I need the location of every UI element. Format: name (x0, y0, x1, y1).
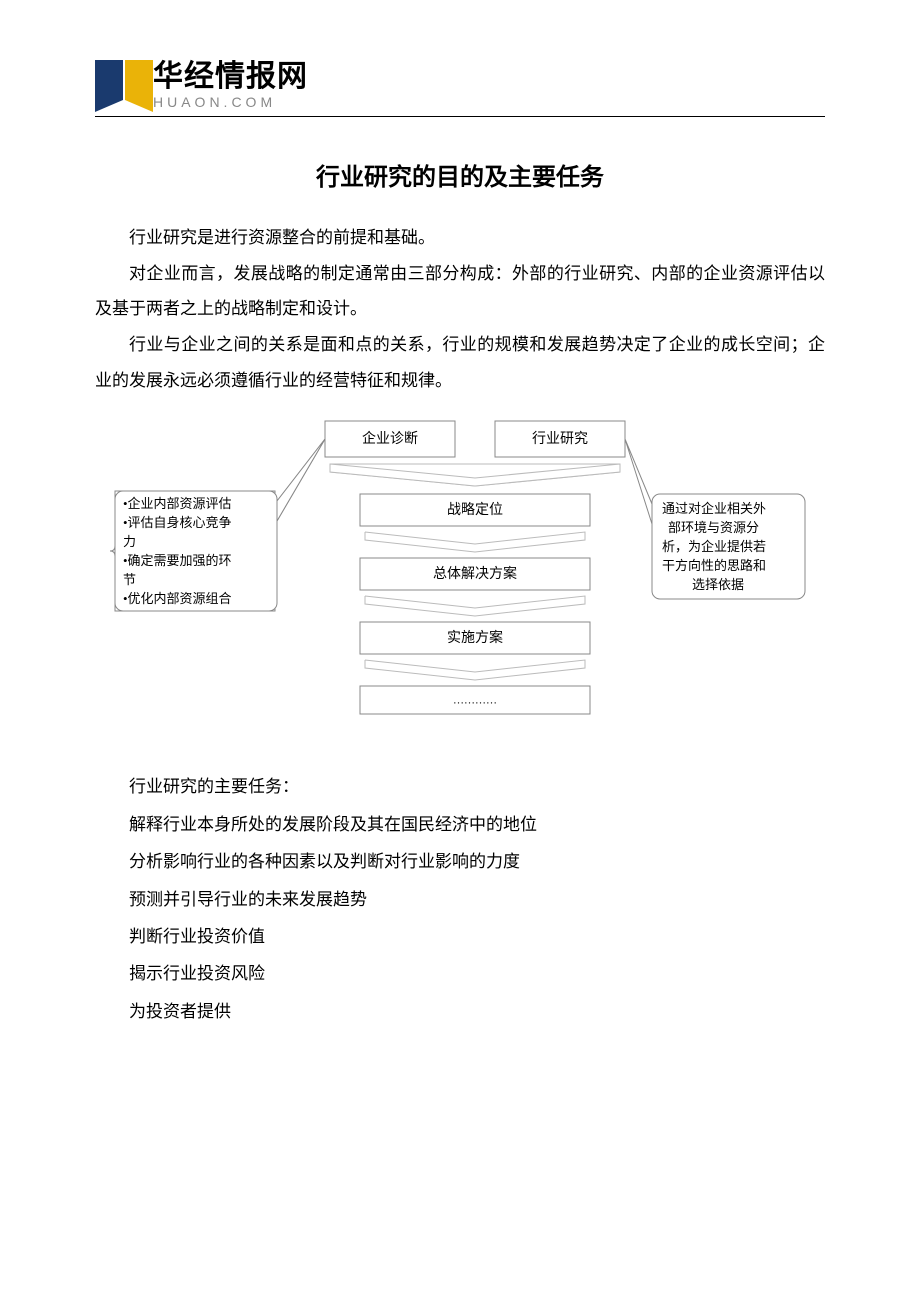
box-overall-solution-label: 总体解决方案 (433, 566, 517, 583)
right-callout-line-3: 干方向性的思路和 (662, 558, 766, 573)
chevron-arrow-1 (330, 464, 620, 486)
header-underline (95, 116, 825, 117)
task-header: 行业研究的主要任务： (129, 768, 825, 805)
logo-text-block: 华经情报网 HUAON.COM (153, 62, 308, 110)
logo-en-text: HUAON.COM (153, 94, 308, 110)
task-item-6: 为投资者提供 (129, 993, 825, 1030)
paragraph-2: 对企业而言，发展战略的制定通常由三部分构成：外部的行业研究、内部的企业资源评估以… (95, 256, 825, 327)
left-callout-line-2: 力 (123, 534, 136, 549)
paragraph-1: 行业研究是进行资源整合的前提和基础。 (95, 220, 825, 256)
paragraph-3: 行业与企业之间的关系是面和点的关系，行业的规模和发展趋势决定了企业的成长空间；企… (95, 327, 825, 398)
box-implementation-label: 实施方案 (447, 630, 503, 647)
box-ellipsis-label: ………… (453, 695, 497, 707)
left-callout-line-4: 节 (123, 572, 136, 587)
header-logo: 华经情报网 HUAON.COM (95, 60, 825, 112)
left-callout-line-0: •企业内部资源评估 (123, 496, 232, 511)
chevron-arrow-4 (365, 660, 585, 680)
box-enterprise-diagnosis-label: 企业诊断 (362, 431, 418, 448)
left-callout-line-1: •评估自身核心竞争 (123, 515, 232, 530)
left-callout-line-5: •优化内部资源组合 (123, 591, 232, 606)
task-item-3: 预测并引导行业的未来发展趋势 (129, 881, 825, 918)
right-callout-line-2: 析，为企业提供若 (662, 539, 766, 554)
chevron-arrow-2 (365, 532, 585, 552)
left-callout-line-3: •确定需要加强的环 (123, 553, 232, 568)
right-callout-triangle (625, 439, 652, 524)
logo-cn-text: 华经情报网 (153, 62, 308, 92)
task-item-5: 揭示行业投资风险 (129, 955, 825, 992)
box-industry-research-label: 行业研究 (532, 432, 588, 448)
chevron-arrow-3 (365, 596, 585, 616)
logo-icon (95, 60, 153, 112)
right-callout-line-4: 选择依据 (692, 577, 744, 592)
task-item-2: 分析影响行业的各种因素以及判断对行业影响的力度 (129, 843, 825, 880)
page-container: 华经情报网 HUAON.COM 行业研究的目的及主要任务 行业研究是进行资源整合… (0, 0, 920, 1090)
flowchart-diagram: 企业诊断 行业研究 战略定位 总体解决方案 实施方案 …… (110, 416, 810, 746)
box-strategic-positioning-label: 战略定位 (447, 503, 503, 519)
left-callout-triangle (277, 439, 325, 521)
page-title: 行业研究的目的及主要任务 (95, 157, 825, 192)
right-callout-line-1: 部环境与资源分 (668, 520, 759, 535)
task-item-4: 判断行业投资价值 (129, 918, 825, 955)
task-list: 行业研究的主要任务： 解释行业本身所处的发展阶段及其在国民经济中的地位 分析影响… (129, 768, 825, 1030)
task-item-1: 解释行业本身所处的发展阶段及其在国民经济中的地位 (129, 806, 825, 843)
right-callout-line-0: 通过对企业相关外 (662, 501, 766, 516)
